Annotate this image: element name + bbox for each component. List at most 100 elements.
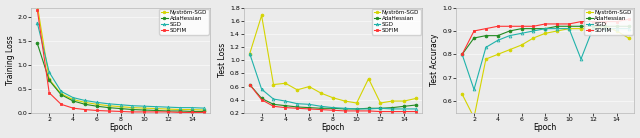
SOFIM [164, 111, 172, 113]
SGD [33, 22, 41, 24]
AdaHessian [45, 79, 53, 81]
SOFIM [518, 25, 525, 27]
SGD [494, 39, 502, 41]
Line: Nyström-SGD: Nyström-SGD [36, 4, 205, 111]
SOFIM [140, 111, 148, 113]
AdaHessian [105, 107, 113, 108]
SOFIM [625, 18, 632, 20]
SGD [269, 98, 277, 100]
Nyström-SGD [57, 93, 65, 95]
SOFIM [412, 111, 420, 112]
Legend: Nyström-SGD, AdaHessian, SGD, SOFIM: Nyström-SGD, AdaHessian, SGD, SOFIM [159, 9, 209, 34]
Legend: Nyström-SGD, AdaHessian, SGD, SOFIM: Nyström-SGD, AdaHessian, SGD, SOFIM [584, 9, 634, 34]
SOFIM [305, 108, 313, 110]
SGD [353, 108, 360, 110]
Nyström-SGD [45, 79, 53, 80]
SGD [518, 32, 525, 34]
SGD [140, 105, 148, 107]
SOFIM [482, 28, 490, 29]
SOFIM [458, 54, 466, 55]
Nyström-SGD [494, 54, 502, 55]
SOFIM [612, 21, 620, 22]
AdaHessian [258, 98, 266, 99]
Nyström-SGD [188, 109, 196, 110]
Nyström-SGD [376, 102, 384, 104]
SGD [45, 71, 53, 73]
SOFIM [105, 110, 113, 112]
Nyström-SGD [176, 109, 184, 110]
SGD [116, 104, 124, 106]
SOFIM [129, 111, 136, 113]
Nyström-SGD [93, 104, 100, 105]
Nyström-SGD [388, 100, 396, 102]
AdaHessian [482, 35, 490, 36]
SGD [105, 103, 113, 105]
SGD [317, 105, 325, 107]
SGD [376, 108, 384, 109]
Y-axis label: Test Accuracy: Test Accuracy [430, 34, 440, 86]
SGD [293, 103, 301, 104]
SGD [282, 100, 289, 102]
SGD [329, 107, 337, 108]
Nyström-SGD [589, 28, 596, 29]
SOFIM [565, 23, 573, 25]
Nyström-SGD [258, 15, 266, 16]
Line: SGD: SGD [248, 52, 417, 110]
SOFIM [601, 21, 609, 22]
AdaHessian [33, 43, 41, 44]
Nyström-SGD [518, 44, 525, 46]
SGD [93, 102, 100, 103]
SGD [176, 107, 184, 108]
SGD [529, 30, 537, 32]
Nyström-SGD [293, 89, 301, 91]
AdaHessian [401, 105, 408, 107]
SGD [470, 89, 478, 90]
Nyström-SGD [412, 98, 420, 99]
SOFIM [293, 108, 301, 109]
Nyström-SGD [317, 92, 325, 94]
SGD [612, 28, 620, 29]
SOFIM [176, 112, 184, 113]
SOFIM [506, 25, 513, 27]
Nyström-SGD [612, 30, 620, 32]
SOFIM [329, 109, 337, 111]
SOFIM [269, 105, 277, 107]
Nyström-SGD [329, 97, 337, 99]
Line: AdaHessian: AdaHessian [36, 42, 205, 113]
AdaHessian [554, 25, 561, 27]
AdaHessian [293, 106, 301, 108]
SGD [412, 108, 420, 110]
SOFIM [116, 111, 124, 112]
Line: AdaHessian: AdaHessian [248, 83, 417, 110]
AdaHessian [518, 28, 525, 29]
SOFIM [388, 111, 396, 112]
SOFIM [401, 111, 408, 112]
Nyström-SGD [554, 30, 561, 32]
SOFIM [69, 107, 77, 109]
SOFIM [541, 23, 549, 25]
SGD [188, 107, 196, 108]
AdaHessian [341, 108, 349, 110]
Nyström-SGD [140, 107, 148, 109]
SOFIM [353, 110, 360, 112]
Nyström-SGD [33, 4, 41, 6]
Nyström-SGD [458, 93, 466, 95]
SOFIM [81, 109, 89, 110]
AdaHessian [612, 25, 620, 27]
SOFIM [529, 25, 537, 27]
AdaHessian [458, 54, 466, 55]
SGD [625, 28, 632, 29]
SGD [365, 108, 372, 110]
SGD [458, 54, 466, 55]
AdaHessian [625, 25, 632, 27]
SGD [164, 106, 172, 108]
SOFIM [57, 104, 65, 105]
AdaHessian [365, 108, 372, 109]
SGD [388, 108, 396, 110]
Y-axis label: Test Loss: Test Loss [218, 43, 227, 77]
AdaHessian [269, 104, 277, 105]
SGD [129, 105, 136, 107]
Nyström-SGD [269, 84, 277, 85]
AdaHessian [388, 107, 396, 108]
Nyström-SGD [246, 53, 253, 55]
